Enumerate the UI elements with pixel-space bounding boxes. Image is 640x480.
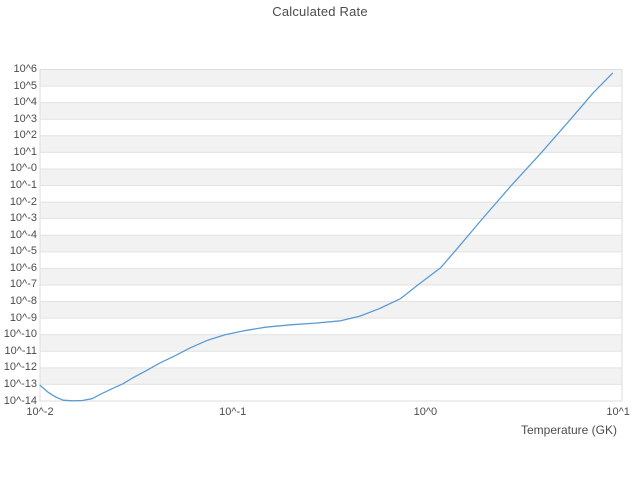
y-tick-label: 10^-13	[3, 377, 37, 390]
y-tick-label: 10^-14	[3, 394, 37, 407]
y-tick-label: 10^-8	[9, 295, 37, 308]
y-tick-label: 10^-2	[9, 195, 37, 208]
y-tick-label: 10^2	[13, 129, 37, 142]
y-tick-label: 10^-6	[9, 261, 37, 274]
y-tick-label: 10^1	[13, 145, 37, 158]
grid-band	[40, 135, 622, 153]
grid-band	[40, 268, 622, 285]
x-tick-label: 10^0	[413, 406, 438, 418]
y-tick-label: 10^-12	[3, 361, 37, 374]
grid-band	[40, 334, 622, 352]
plot-border	[39, 69, 623, 402]
y-tick-label: 10^-7	[9, 278, 37, 291]
grid-band	[40, 168, 622, 186]
grid-band	[40, 202, 622, 219]
y-tick-label: 10^-1	[9, 179, 37, 192]
grid-band	[40, 235, 622, 252]
x-axis-title: Temperature (GK)	[520, 423, 617, 437]
x-tick-label: 10^1	[606, 406, 630, 418]
y-tick-label: 10^6	[13, 63, 37, 75]
grid-band	[40, 69, 622, 87]
y-tick-label: 10^-0	[9, 162, 37, 175]
grid-band	[40, 102, 622, 120]
grid-band	[40, 301, 622, 319]
y-tick-label: 10^-3	[9, 212, 37, 225]
y-tick-label: 10^-9	[9, 311, 37, 324]
chart-title: Calculated Rate	[272, 4, 368, 19]
y-tick-label: 10^5	[13, 79, 37, 92]
x-tick-label: 10^-1	[219, 406, 247, 418]
y-tick-label: 10^-5	[9, 245, 37, 258]
y-tick-label: 10^4	[13, 96, 37, 109]
rate-curve	[39, 72, 614, 402]
grid-band	[40, 367, 622, 385]
y-tick-label: 10^3	[13, 112, 37, 125]
y-tick-label: 10^-10	[3, 328, 37, 341]
y-tick-label: 10^-11	[4, 344, 37, 357]
x-tick-label: 10^-2	[26, 406, 54, 418]
y-tick-label: 10^-4	[9, 228, 37, 241]
